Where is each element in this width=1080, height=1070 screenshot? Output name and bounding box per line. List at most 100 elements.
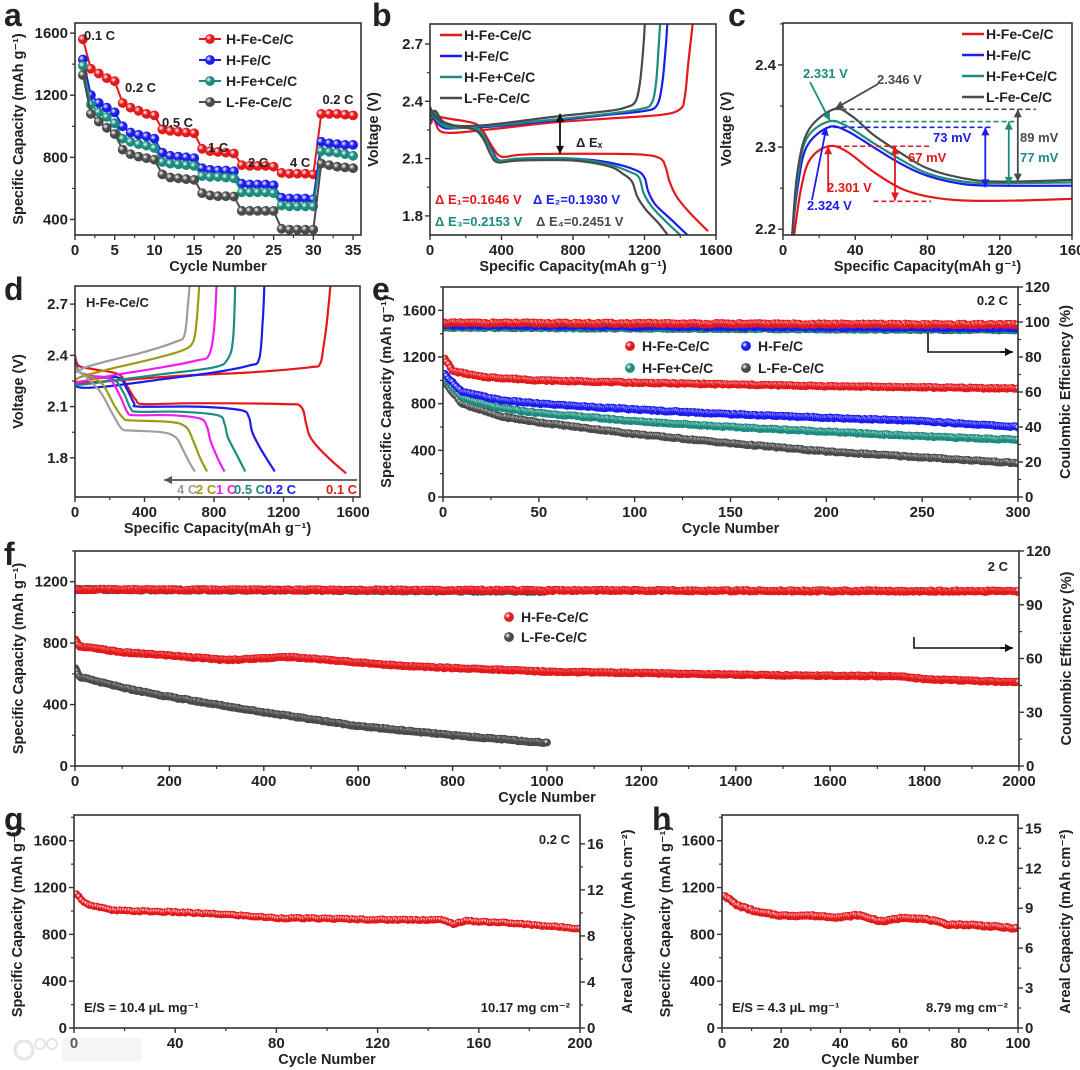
series-h-fe-c (791, 125, 1072, 235)
legend-label: L-Fe-Ce/C (464, 90, 530, 106)
x-tick-label: 0 (71, 242, 79, 259)
series-l-fe-ce-c (791, 107, 1072, 235)
annotation: Δ E₂=0.1930 V (533, 192, 620, 207)
legend: H-Fe-Ce/CH-Fe/CH-Fe+Ce/CL-Fe-Ce/C (440, 27, 535, 106)
y-tick-label: 2.2 (755, 221, 776, 238)
x-axis-label: Cycle Number (498, 790, 596, 806)
data-point (189, 160, 200, 171)
data-point (1014, 423, 1018, 432)
series-curve (75, 364, 209, 473)
delta-arrow-red (890, 146, 899, 201)
panel-letter: b (372, 0, 392, 33)
panel-letter: c (728, 0, 746, 33)
data-point (78, 70, 88, 80)
panel-letter: e (372, 271, 390, 307)
series-curve (75, 286, 237, 386)
series-curve (430, 106, 709, 232)
y-tick-label: 2.1 (47, 399, 68, 416)
legend-label: L-Fe-Ce/C (521, 629, 587, 645)
data-point (101, 112, 112, 122)
data-point (228, 191, 239, 202)
x-tick-label: 250 (910, 504, 935, 521)
y-tick-label: 2.4 (755, 57, 777, 74)
y-tick-label: 2.3 (755, 139, 776, 156)
x-tick-label: 0 (426, 242, 434, 259)
legend-item: H-Fe-Ce/C (625, 338, 710, 354)
x-tick-label: 40 (847, 242, 864, 259)
legend-marker (205, 55, 215, 65)
delta-arrow-blue (981, 127, 990, 188)
annotation: 77 mV (1020, 150, 1059, 165)
data-point (93, 116, 104, 127)
legend-item: H-Fe/C (741, 338, 803, 354)
y-tick-label: 2.4 (402, 93, 424, 110)
plot-area (74, 890, 580, 933)
data-point (228, 148, 239, 159)
y2-tick-label: 80 (1025, 349, 1042, 366)
data-point (101, 122, 112, 133)
x-tick-label: 15 (186, 242, 203, 259)
x-tick-label: 1200 (625, 773, 658, 790)
x-tick-label: 0 (779, 242, 787, 259)
data-point (316, 158, 327, 169)
series-curve (75, 366, 196, 473)
y-tick-label: 2.7 (402, 36, 423, 53)
ce-axis-arrow (1000, 348, 1013, 356)
annotation: 0.2 C (977, 293, 1009, 308)
series-curve (791, 119, 1072, 235)
annotation: 2.324 V (807, 198, 852, 213)
annotation-marks (913, 637, 1013, 652)
series-h-fe-ce-c-ce (75, 584, 1019, 596)
plot-area (75, 584, 1019, 747)
legend-marker (625, 363, 635, 373)
y2-tick-label: 60 (1025, 384, 1042, 401)
data-point (78, 34, 88, 45)
y-axis-label: Specific Capacity (mAh g⁻¹) (11, 563, 27, 755)
series-curve (793, 144, 1072, 235)
legend-marker (741, 341, 751, 351)
data-point (268, 161, 279, 172)
y2-tick-label: 0 (1026, 758, 1034, 775)
x-tick-label: 35 (345, 242, 362, 259)
pointer-arrow-red (824, 146, 833, 193)
y2-axis-label: Coulombic Efficiency (%) (1059, 571, 1075, 745)
x-axis-label: Specific Capacity(mAh g⁻¹) (124, 521, 311, 537)
legend-item: H-Fe-Ce/C (962, 26, 1054, 42)
x-tick-label: 600 (346, 773, 371, 790)
y-tick-label: 2.7 (47, 296, 68, 313)
x-axis-label: Specific Capacity(mAh g⁻¹) (834, 259, 1021, 275)
legend-label: H-Fe-Ce/C (521, 609, 589, 625)
x-tick-label: 25 (265, 242, 282, 259)
annotation: Δ E₃=0.2153 V (435, 214, 523, 229)
annotation: 0.5 C (162, 115, 194, 130)
plot-frame (442, 286, 1019, 498)
annotation: 0.2 C (125, 80, 157, 95)
data-point (1014, 320, 1018, 329)
x-tick-label: 150 (718, 504, 743, 521)
data-point (149, 110, 160, 121)
data-point (1014, 459, 1018, 468)
series-4-c-discharge (75, 366, 196, 473)
y2-tick-label: 30 (1026, 704, 1043, 721)
panel-e: 0 50 100 150 200 250 3000400800120016000204060… (372, 271, 1074, 537)
ce-axis-arrow (1000, 644, 1013, 652)
legend-label: H-Fe+Ce/C (226, 73, 297, 89)
series-4-c-charge (75, 286, 191, 374)
x-axis-label: Cycle Number (682, 521, 780, 537)
data-point (109, 107, 120, 118)
legend-label: H-Fe/C (758, 338, 803, 354)
x-tick-label: 20 (226, 242, 243, 259)
annotation: 89 mV (1020, 130, 1059, 145)
data-point (149, 154, 160, 165)
legend: H-Fe-Ce/CH-Fe/CH-Fe+Ce/CL-Fe-Ce/C (962, 26, 1057, 105)
annotation-marks (927, 333, 1013, 356)
data-point (189, 128, 200, 139)
legend-item: H-Fe/C (962, 47, 1031, 63)
data-point (340, 149, 350, 160)
data-point (133, 139, 144, 149)
legend-item: H-Fe-Ce/C (199, 31, 294, 47)
legend-label: H-Fe-Ce/C (464, 27, 532, 43)
y-tick-label: 1.8 (402, 208, 423, 225)
